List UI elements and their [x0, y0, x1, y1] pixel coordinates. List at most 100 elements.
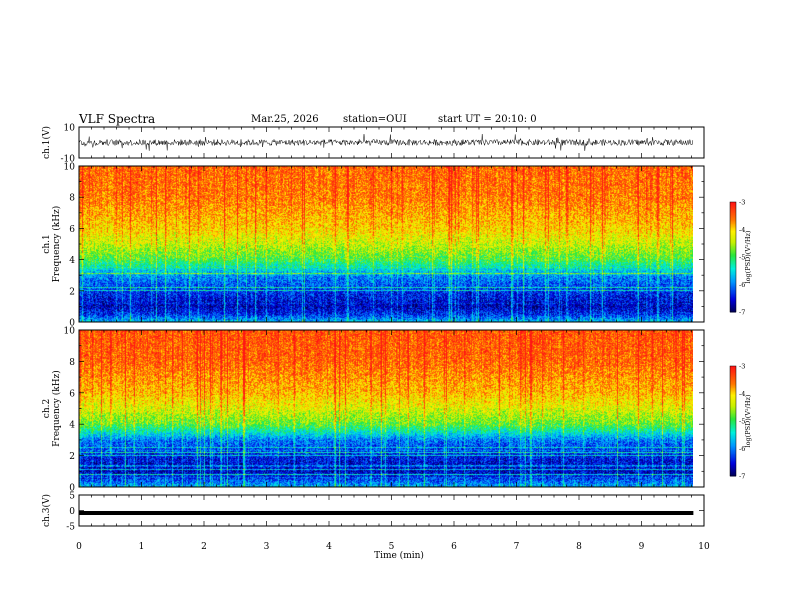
colorbar-swatch	[730, 397, 736, 400]
y-tick-label: 8	[69, 194, 75, 204]
x-axis-label: Time (min)	[374, 550, 424, 561]
colorbar-swatch	[730, 251, 736, 254]
y-tick-label: 10	[64, 124, 76, 134]
colorbar-swatch	[730, 236, 736, 239]
colorbar-swatch	[730, 389, 736, 392]
x-tick-label: 8	[576, 542, 582, 552]
colorbar-swatch	[730, 436, 736, 438]
colorbar-swatch	[730, 203, 736, 206]
colorbar-swatch	[730, 378, 736, 381]
colorbar-swatch	[730, 301, 736, 303]
y-tick-label: 0	[69, 484, 75, 494]
colorbar-swatch	[730, 285, 736, 288]
station-label: station=OUI	[343, 114, 407, 125]
colorbar-swatch	[730, 388, 736, 390]
colorbar-swatch	[730, 469, 736, 471]
colorbar-swatch	[730, 237, 736, 240]
x-tick-label: 10	[698, 542, 710, 552]
colorbar-swatch	[730, 432, 736, 434]
colorbar-swatch	[730, 214, 736, 217]
colorbar-swatch	[730, 455, 736, 458]
colorbar-swatch	[730, 445, 736, 448]
colorbar-swatch	[730, 235, 736, 237]
colorbar-swatch	[730, 368, 736, 371]
colorbar-swatch	[730, 252, 736, 255]
colorbar-swatch	[730, 213, 736, 215]
colorbar-swatch	[730, 377, 736, 379]
colorbar-swatch	[730, 225, 736, 228]
colorbar-swatch	[730, 462, 736, 465]
colorbar-swatch	[730, 414, 736, 416]
colorbar-swatch	[730, 429, 736, 432]
y-tick-label: 5	[69, 492, 75, 502]
colorbar-swatch	[730, 218, 736, 221]
colorbar-swatch	[730, 224, 736, 226]
colorbar-swatch	[730, 430, 736, 433]
y-axis-label: ch.1	[42, 234, 52, 253]
colorbar-swatch	[730, 447, 736, 449]
colorbar-swatch	[730, 452, 736, 455]
colorbar-swatch	[730, 310, 736, 313]
colorbar-swatch	[730, 407, 736, 410]
y-tick-label: 4	[69, 256, 75, 266]
colorbar-tick-label: -5	[739, 418, 745, 426]
colorbar-swatch	[730, 366, 736, 368]
colorbar-swatch	[730, 210, 736, 213]
colorbar-swatch	[730, 383, 736, 386]
colorbar-swatch	[730, 463, 736, 466]
colorbar-swatch	[730, 403, 736, 405]
colorbar-swatch	[730, 434, 736, 437]
colorbar-swatch	[730, 263, 736, 266]
y-axis-label: ch.2	[42, 399, 52, 418]
colorbar-swatch	[730, 226, 736, 229]
colorbar-swatch	[730, 298, 736, 301]
colorbar-swatch	[730, 456, 736, 459]
y-axis-label: ch.3(V)	[41, 494, 52, 527]
colorbar-tick-label: -7	[739, 473, 745, 481]
colorbar-swatch	[730, 425, 736, 427]
y-tick-label: -5	[66, 523, 75, 533]
colorbar-swatch	[730, 437, 736, 440]
colorbar-swatch	[730, 276, 736, 279]
colorbar-swatch	[730, 283, 736, 285]
colorbar-tick-label: -7	[739, 309, 745, 317]
colorbar-swatch	[730, 443, 736, 445]
y-tick-label: 4	[69, 421, 75, 431]
colorbar-frame	[729, 201, 737, 313]
colorbar-swatch	[730, 202, 736, 204]
chart-title: VLF Spectra	[79, 112, 156, 126]
colorbar-swatch	[730, 255, 736, 258]
colorbar-swatch	[730, 273, 736, 276]
colorbar-label: log(PSD)(V²/Hz)	[744, 230, 752, 283]
colorbar-swatch	[730, 207, 736, 210]
colorbar-swatch	[730, 232, 736, 235]
colorbar-swatch	[730, 393, 736, 396]
colorbar-swatch	[730, 399, 736, 401]
colorbar-swatch	[730, 419, 736, 422]
colorbar-swatch	[730, 474, 736, 477]
colorbar-swatch	[730, 302, 736, 305]
colorbar-swatch	[730, 375, 736, 378]
colorbar-swatch	[730, 426, 736, 429]
colorbar-swatch	[730, 254, 736, 257]
y-tick-label: 2	[69, 452, 75, 462]
colorbar-swatch	[730, 470, 736, 473]
colorbar-swatch	[730, 448, 736, 451]
colorbar-swatch	[730, 215, 736, 218]
colorbar-swatch	[730, 458, 736, 460]
colorbar-swatch	[730, 381, 736, 383]
y-axis-label: Frequency (kHz)	[51, 206, 62, 283]
colorbar-swatch	[730, 233, 736, 236]
colorbar-swatch	[730, 460, 736, 463]
colorbar-swatch	[730, 247, 736, 250]
colorbar-tick-label: -4	[739, 390, 745, 398]
colorbar-swatch	[730, 291, 736, 294]
colorbar-swatch	[730, 466, 736, 469]
colorbar-swatch	[730, 394, 736, 397]
colorbar-swatch	[730, 396, 736, 399]
colorbar-swatch	[730, 206, 736, 208]
colorbar-swatch	[730, 274, 736, 277]
colorbar-swatch	[730, 416, 736, 419]
colorbar-swatch	[730, 243, 736, 246]
x-tick-label: 4	[326, 542, 332, 552]
